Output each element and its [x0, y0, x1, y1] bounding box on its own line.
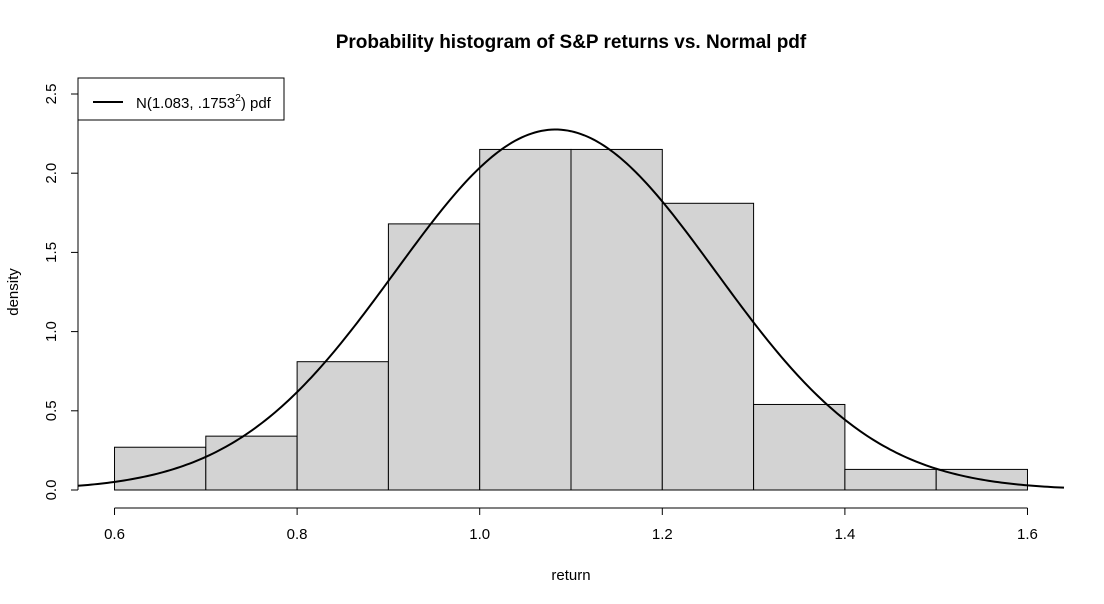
histogram-bar	[205, 435, 298, 491]
histogram-bar	[387, 223, 481, 491]
histogram-bar	[296, 361, 389, 491]
histogram-bar	[844, 468, 937, 491]
legend-label-tail: ) pdf	[241, 95, 272, 112]
legend-label: N(1.083, .17532) pdf	[136, 93, 272, 112]
x-tick-label: 1.2	[652, 526, 673, 543]
legend-label-main: N(1.083, .1753	[136, 95, 235, 112]
histogram-bar	[479, 148, 572, 491]
x-axis: 0.6 0.8 1.0 1.2 1.4 1.6	[104, 507, 1038, 543]
y-axis-label: density	[5, 268, 22, 316]
histogram-bars	[114, 148, 1028, 491]
histogram-bar	[570, 148, 663, 491]
legend: N(1.083, .17532) pdf	[77, 77, 285, 121]
y-tick-label: 1.5	[43, 242, 60, 263]
normal-pdf-curve	[77, 128, 1065, 489]
x-tick-label: 1.0	[469, 526, 490, 543]
x-tick-label: 1.4	[834, 526, 855, 543]
histogram-bar	[661, 202, 755, 491]
x-tick-label: 0.6	[104, 526, 125, 543]
histogram-bar	[753, 403, 846, 491]
legend-box	[77, 77, 285, 121]
chart-title: Probability histogram of S&P returns vs.…	[336, 32, 807, 53]
y-tick-label: 2.5	[43, 84, 60, 105]
y-tick-label: 0.0	[43, 480, 60, 501]
histogram-bar	[114, 446, 207, 491]
y-axis: 0.0 0.5 1.0 1.5 2.0 2.5	[43, 84, 79, 501]
x-tick-label: 1.6	[1017, 526, 1038, 543]
x-tick-label: 0.8	[287, 526, 308, 543]
x-axis-label: return	[551, 567, 590, 584]
legend-label-superscript: 2	[235, 93, 241, 104]
y-tick-label: 2.0	[43, 163, 60, 184]
y-tick-label: 0.5	[43, 400, 60, 421]
y-tick-label: 1.0	[43, 321, 60, 342]
